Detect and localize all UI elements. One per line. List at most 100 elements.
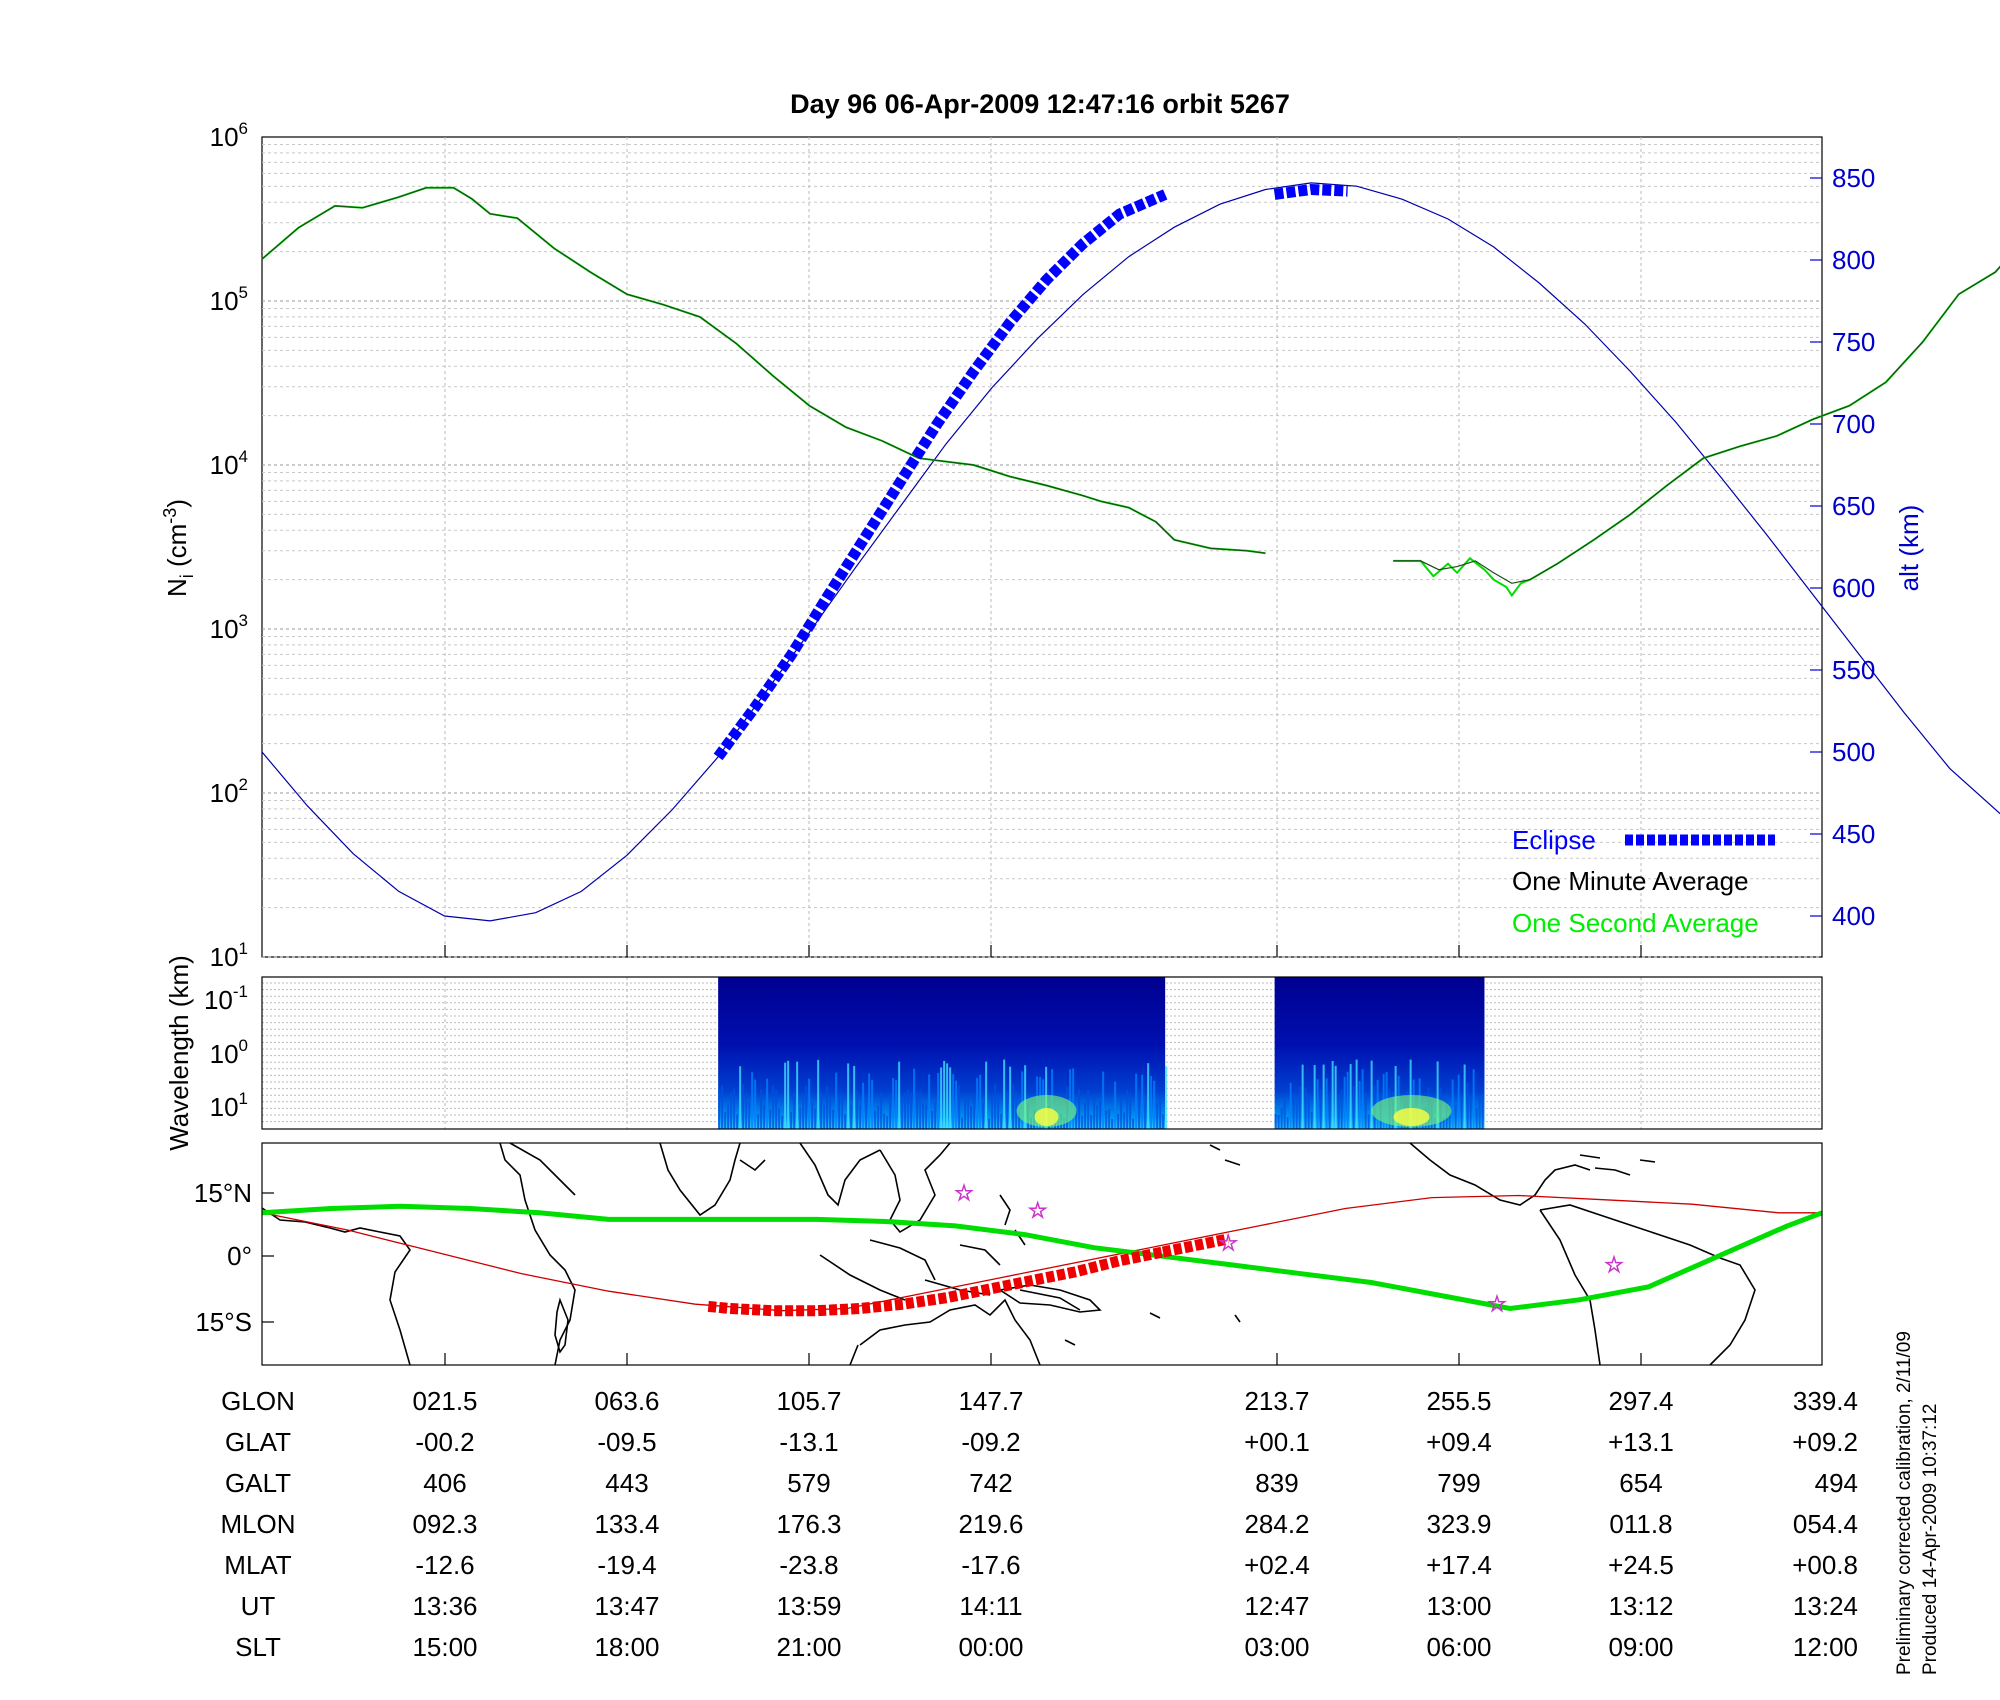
spectrogram-stripe xyxy=(964,1099,967,1129)
table-cell: 03:00 xyxy=(1244,1632,1309,1662)
spectrogram-y-tick-base: 10 xyxy=(210,1092,239,1122)
spectrogram-stripe xyxy=(940,1067,943,1129)
table-row-label: UT xyxy=(241,1591,276,1621)
table-cell: +24.5 xyxy=(1608,1550,1674,1580)
altitude-y-tick-label: 400 xyxy=(1832,901,1875,931)
spectrogram-stripe xyxy=(1325,1078,1328,1129)
spectrogram-y-tick-base: 10 xyxy=(210,1039,239,1069)
spectrogram-stripe xyxy=(751,1072,754,1129)
spectrogram-stripe xyxy=(1132,1118,1135,1129)
spectrogram-stripe xyxy=(1295,1096,1298,1129)
spectrogram-stripe xyxy=(1138,1091,1141,1129)
magnetic-pole-star-marker xyxy=(1604,1254,1624,1274)
spectrogram-stripe xyxy=(1021,1071,1024,1129)
spectrogram-stripe xyxy=(1361,1069,1364,1129)
spectrogram-stripe xyxy=(733,1088,736,1129)
spectrogram-stripe xyxy=(775,1089,778,1129)
table-cell: +00.8 xyxy=(1792,1550,1858,1580)
table-cell: 00:00 xyxy=(958,1632,1023,1662)
spectrogram-stripe xyxy=(1006,1091,1009,1129)
table-cell: 839 xyxy=(1255,1468,1298,1498)
spectrogram-stripe xyxy=(1150,1075,1153,1129)
spectrogram-stripe xyxy=(1367,1114,1370,1129)
spectrogram-stripe xyxy=(1340,1089,1343,1129)
spectrogram-stripe xyxy=(919,1092,922,1129)
table-cell: 742 xyxy=(969,1468,1012,1498)
altitude-y-tick-label: 600 xyxy=(1832,573,1875,603)
spectrogram-stripe xyxy=(1346,1071,1349,1129)
one-second-average-line xyxy=(261,186,1266,555)
spectrogram-stripe xyxy=(1442,1116,1445,1129)
spectrogram-stripe xyxy=(922,1103,925,1129)
spectrogram-stripe xyxy=(991,1097,994,1129)
density-y-tick-base: 10 xyxy=(210,614,239,644)
table-cell: 654 xyxy=(1619,1468,1662,1498)
table-cell: -19.4 xyxy=(597,1550,656,1580)
spectrogram-stripe xyxy=(958,1085,961,1129)
eclipse-track-segment xyxy=(707,1246,1165,1317)
density-y-tick-label: 103 xyxy=(210,611,248,644)
map-y-tick-labels: 15°N 0° 15°S xyxy=(194,1178,1642,1365)
magnetic-track-line xyxy=(261,1203,1823,1312)
spectrogram-stripe xyxy=(976,1077,979,1129)
table-cell: 147.7 xyxy=(958,1386,1023,1416)
spectrogram-stripe xyxy=(736,1114,739,1129)
spectrogram-stripe xyxy=(928,1074,931,1129)
table-row-label: GLAT xyxy=(225,1427,291,1457)
spectrogram-stripe xyxy=(1144,1098,1147,1129)
table-row-label: SLT xyxy=(235,1632,281,1662)
table-cell: 09:00 xyxy=(1608,1632,1673,1662)
table-row-label: MLON xyxy=(220,1509,295,1539)
coastline-southeast-asia xyxy=(879,1142,951,1234)
map-y-tick-label: 0° xyxy=(227,1241,252,1271)
spectrogram-stripe xyxy=(1123,1112,1126,1129)
spectrogram-stripe xyxy=(1349,1064,1352,1129)
spectrogram-stripe xyxy=(826,1086,829,1129)
spectrogram-stripe xyxy=(970,1106,973,1129)
spectrogram-stripe xyxy=(895,1080,898,1129)
spectrogram-stripe xyxy=(1099,1101,1102,1129)
spectrogram-stripe xyxy=(1289,1082,1292,1129)
spectrogram-stripe xyxy=(898,1061,901,1129)
spectrogram-stripe xyxy=(802,1093,805,1129)
table-cell: +13.1 xyxy=(1608,1427,1674,1457)
spectrogram-stripe xyxy=(784,1062,787,1129)
spectrogram-stripe xyxy=(1478,1098,1481,1129)
spectrogram-y-axis-label: Wavelength (km) xyxy=(164,955,194,1151)
spectrogram-stripe xyxy=(745,1094,748,1129)
spectrogram-stripe xyxy=(739,1066,742,1129)
density-series xyxy=(261,182,2000,922)
spectrogram-y-tick-label: 10-1 xyxy=(204,982,248,1015)
spectrogram-stripe xyxy=(871,1079,874,1129)
spectrogram-stripe xyxy=(1081,1115,1084,1129)
table-cell: 14:11 xyxy=(959,1591,1022,1621)
table-cell: 219.6 xyxy=(958,1509,1023,1539)
table-cell: 21:00 xyxy=(776,1632,841,1662)
spectrogram-stripe xyxy=(817,1059,820,1129)
spectrogram-stripe xyxy=(790,1111,793,1129)
spectrogram-stripe xyxy=(1355,1059,1358,1129)
table-cell: -23.8 xyxy=(779,1550,838,1580)
spectrogram-stripe xyxy=(1334,1065,1337,1129)
footnote-produced: Produced 14-Apr-2009 10:37:12 xyxy=(1920,1404,1941,1675)
altitude-y-tick-label: 450 xyxy=(1832,819,1875,849)
spectrogram-stripe xyxy=(799,1107,802,1129)
table-cell: +00.1 xyxy=(1244,1427,1310,1457)
table-cell: 13:12 xyxy=(1608,1591,1673,1621)
altitude-y-axis-label: alt (km) xyxy=(1894,505,1924,592)
table-cell: 011.8 xyxy=(1609,1509,1672,1539)
eclipse-line xyxy=(1273,183,1348,200)
spectrogram-blocks xyxy=(718,977,1485,1129)
coastline-south-america xyxy=(1539,1204,1756,1366)
table-cell: 284.2 xyxy=(1244,1509,1309,1539)
table-cell: 105.7 xyxy=(776,1386,841,1416)
spectrogram-stripe xyxy=(1328,1091,1331,1129)
spectrogram-stripe xyxy=(892,1078,895,1129)
spectrogram-stripe xyxy=(742,1083,745,1129)
table-cell: 13:59 xyxy=(776,1591,841,1621)
spectrogram-y-tick-base: 10 xyxy=(204,985,233,1015)
density-y-tick-exponent: 5 xyxy=(239,283,248,302)
spectrogram-stripe xyxy=(1475,1108,1478,1129)
